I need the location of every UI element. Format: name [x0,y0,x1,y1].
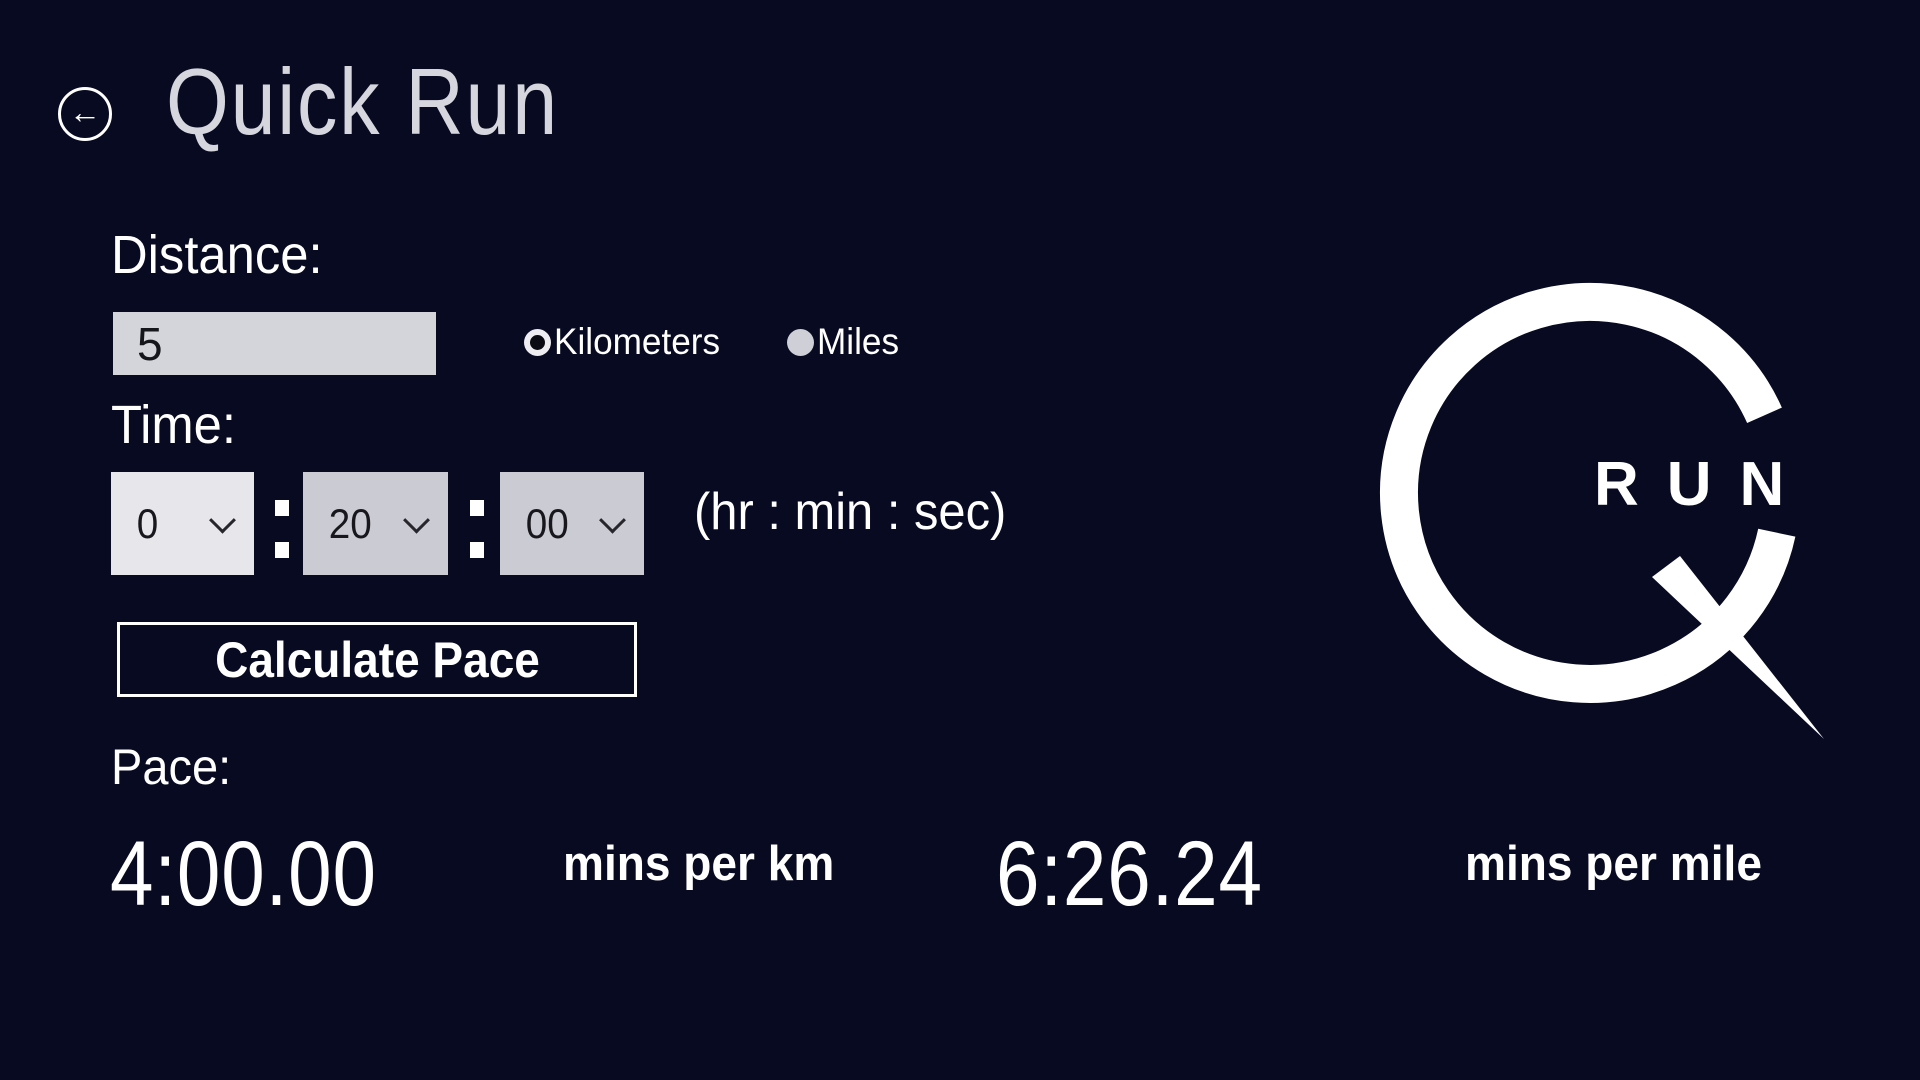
pace-label: Pace: [111,739,232,795]
calculate-pace-button[interactable]: Calculate Pace [117,622,637,697]
unit-option-miles[interactable]: Miles [787,321,903,362]
back-button[interactable]: ← [58,87,112,141]
pace-metric-unit: mins per km [563,837,835,891]
distance-label: Distance: [111,225,323,285]
page-title: Quick Run [166,49,559,154]
time-colon-separator [470,500,484,558]
seconds-value: 00 [525,499,569,547]
time-colon-separator [275,500,289,558]
hours-select[interactable]: 0 [111,472,254,575]
qrun-logo: RUN [1380,282,1824,739]
pace-metric-value: 4:00.00 [110,823,377,925]
logo-ring [1380,282,1796,703]
minutes-value: 20 [328,499,372,547]
minutes-select[interactable]: 20 [303,472,448,575]
calculate-pace-label: Calculate Pace [214,631,540,688]
kilometers-radio[interactable] [524,328,551,356]
seconds-select[interactable]: 00 [500,472,644,575]
colon-dot [275,500,289,516]
chevron-down-icon [403,506,430,534]
chevron-down-icon [209,506,236,534]
kilometers-label: Kilometers [554,321,721,362]
hours-value: 0 [136,499,159,547]
unit-option-kilometers[interactable]: Kilometers [524,321,729,362]
chevron-down-icon [599,506,626,534]
distance-input[interactable] [113,312,436,375]
logo-q-tail [1652,556,1824,739]
miles-radio[interactable] [787,328,814,356]
colon-dot [275,542,289,558]
pace-imperial-value: 6:26.24 [996,823,1263,925]
colon-dot [470,500,484,516]
logo-wordmark: RUN [1594,450,1812,519]
time-format-hint: (hr : min : sec) [694,483,1007,541]
back-arrow-icon: ← [69,94,101,130]
colon-dot [470,542,484,558]
miles-label: Miles [817,321,900,362]
pace-imperial-unit: mins per mile [1465,837,1762,891]
time-label: Time: [111,395,237,455]
